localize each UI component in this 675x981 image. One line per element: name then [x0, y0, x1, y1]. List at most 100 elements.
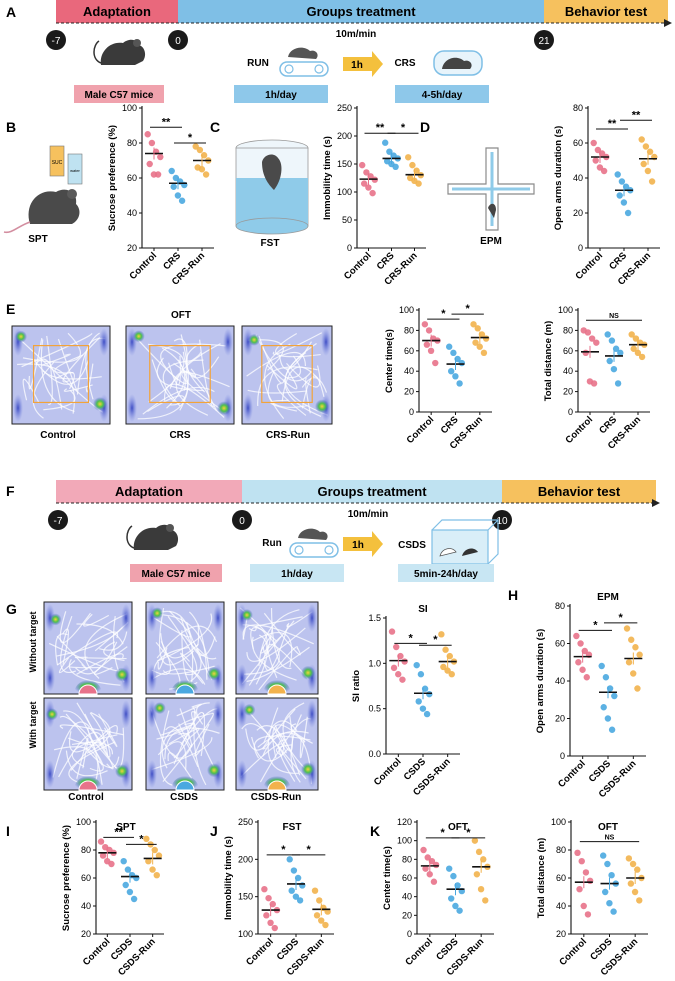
data-point [590, 139, 597, 147]
heatmap-hotspot [14, 330, 27, 343]
data-point [409, 161, 416, 169]
chart-b: 20 40 60 80 100 Sucrose preference (%) Control… [107, 103, 214, 288]
chart-title: FST [283, 822, 302, 833]
target-cage [78, 780, 98, 791]
y-tick-label: 80 [127, 138, 137, 148]
y-tick-label: 200 [238, 854, 253, 864]
heatmap-trace [83, 613, 110, 627]
data-point [313, 912, 321, 919]
heatmap-trace [240, 743, 285, 778]
y-tick-label: 80 [555, 601, 565, 611]
chart-g: 0.00.51.01.5SI ratioControlCSDSCSDS-RunS… [351, 604, 460, 798]
heatmap-trace [242, 624, 314, 645]
heatmap-trace [76, 737, 89, 779]
stress-box-label-f: 5min-24h/day [414, 569, 478, 580]
y-tick-label: 20 [573, 208, 583, 218]
heatmap-wall-zone [99, 328, 109, 356]
heatmap-trace [267, 707, 300, 774]
heatmap-trace [290, 723, 313, 744]
heatmap-trace [99, 631, 128, 651]
heatmap-trace [274, 716, 294, 752]
y-tick-label: 80 [81, 845, 91, 855]
heatmap-trace [254, 616, 303, 628]
phase-behavior-box-f [502, 480, 656, 503]
data-point [600, 704, 607, 711]
day-marker-zero [168, 30, 188, 50]
data-point [631, 888, 639, 896]
chart-title: OFT [598, 822, 618, 833]
heatmap-hotspot [93, 397, 107, 412]
heatmap-trace [167, 355, 181, 386]
y-tick-label: 0 [347, 243, 352, 253]
data-point [359, 161, 366, 169]
data-point [586, 877, 594, 884]
data-point [592, 157, 599, 164]
data-point [604, 715, 612, 722]
heatmap-trace [253, 735, 311, 759]
data-point [448, 671, 455, 678]
heatmap-trace [62, 628, 70, 665]
heatmap-wall-zone [223, 328, 233, 356]
data-point [415, 180, 422, 187]
treadmill-icon [279, 47, 329, 77]
y-tick-label: 60 [555, 639, 565, 649]
heatmap-trace [246, 351, 307, 377]
data-point [440, 663, 447, 671]
phase-treatment-label: Groups treatment [306, 4, 416, 19]
heatmap-hotspot [248, 333, 261, 346]
heatmap-wall-zone [147, 760, 157, 788]
y-tick-label: 100 [76, 817, 91, 827]
data-point [446, 865, 453, 872]
data-point [616, 192, 623, 199]
row-label-without-target: Without target [28, 612, 38, 673]
data-point [617, 349, 624, 357]
data-point [596, 164, 604, 171]
data-point [417, 671, 425, 678]
heatmap-trace [76, 702, 114, 770]
run-box-label-f: 1h/day [281, 569, 313, 580]
mouse-icon-f [126, 524, 179, 550]
heatmap-trace [263, 612, 301, 656]
heatmap-trace [257, 366, 318, 407]
significance-label: * [401, 122, 406, 134]
heatmap-trace [69, 730, 111, 753]
x-tick-label: Control [403, 936, 435, 968]
heatmap-trace [84, 613, 128, 679]
mouse-label: Male C57 mice [85, 90, 154, 101]
heatmap-trace [305, 377, 311, 414]
center-zone-outline [32, 345, 90, 404]
data-point [395, 671, 402, 678]
data-point [578, 858, 585, 865]
data-point [415, 698, 422, 705]
speed-label: 10m/min [336, 29, 377, 40]
data-point [452, 902, 459, 910]
data-point [363, 169, 370, 176]
data-point [477, 886, 485, 893]
phase-adaptation-box-f [56, 480, 242, 503]
data-point [623, 625, 631, 632]
y-tick-label: 60 [556, 873, 566, 883]
y-tick-label: 0 [409, 407, 414, 417]
data-point [288, 887, 295, 894]
data-point [153, 872, 160, 879]
data-point [588, 335, 596, 342]
significance-label: * [307, 844, 312, 856]
heatmap-wall-zone [213, 604, 223, 632]
data-point [629, 860, 637, 868]
data-point [458, 359, 465, 367]
data-point [574, 849, 581, 856]
heatmap-hotspot [153, 702, 166, 715]
y-tick-label: 40 [556, 901, 566, 911]
heatmap-trace [168, 727, 200, 745]
y-tick-label: 100 [238, 929, 253, 939]
heatmap-trace [245, 728, 270, 751]
data-point [421, 321, 429, 328]
x-tick-label: Control [405, 414, 437, 446]
heatmap-trace [251, 736, 289, 762]
data-point [583, 674, 590, 681]
heatmap-wall-zone [147, 664, 157, 692]
heatmap-trace [250, 627, 277, 649]
run-box-f [250, 564, 344, 582]
significance-label: * [139, 833, 144, 845]
